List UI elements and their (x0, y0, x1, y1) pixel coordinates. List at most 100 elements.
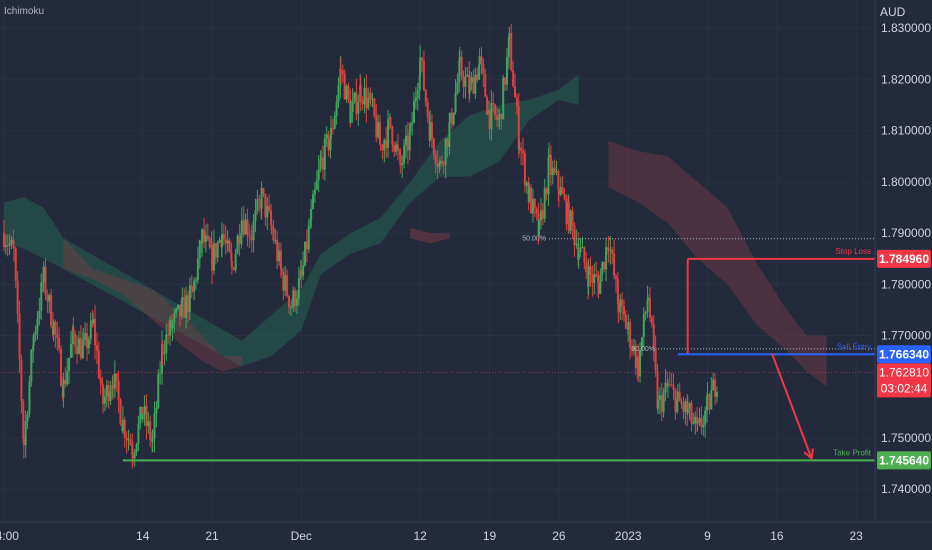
candle-body (694, 416, 697, 423)
candle-body (188, 285, 191, 312)
candle-body (212, 243, 215, 271)
price-tick-label: 1.750000 (881, 431, 931, 445)
candle-body (614, 275, 617, 279)
candle-body (248, 235, 251, 237)
candle-body (401, 163, 404, 166)
candle-body (426, 102, 429, 118)
candle-body (494, 104, 497, 115)
candle-body (121, 419, 124, 432)
candle-body (66, 370, 69, 385)
time-tick-label: 26 (552, 529, 566, 543)
candle-body (226, 240, 229, 244)
candle-body (432, 139, 435, 155)
candle-body (224, 239, 227, 244)
candle-body (547, 154, 550, 158)
candle-body (307, 226, 310, 250)
candle-body (522, 151, 525, 154)
candle-body (589, 266, 592, 276)
candle-body (320, 157, 323, 160)
candle-body (539, 210, 542, 221)
candle-body (462, 76, 465, 87)
candle-body (95, 345, 98, 351)
candle-body (551, 167, 554, 176)
candle-body (577, 252, 580, 260)
time-axis[interactable]: 14:00 14 21 Dec 12 19 26 2023 9 16 23 (0, 529, 863, 543)
candle-body (123, 419, 126, 438)
candle-body (474, 74, 477, 94)
candle-body (658, 395, 661, 401)
candle-body (40, 282, 43, 311)
candle-body (541, 210, 544, 219)
candle-body (490, 103, 493, 130)
candle-body (74, 333, 77, 347)
candle-body (68, 357, 71, 371)
kumo-red (608, 140, 827, 387)
candle-body (327, 134, 330, 151)
candle-body (185, 295, 188, 318)
candle-body (605, 247, 608, 270)
candle-body (488, 110, 491, 130)
candle-body (218, 239, 221, 243)
candle-body (20, 359, 23, 402)
candle-body (211, 245, 214, 271)
candle-body (676, 391, 679, 399)
candle-body (16, 280, 19, 314)
candle-body (617, 303, 620, 313)
candle-body (706, 394, 709, 396)
current-price-value: 1.762810 (879, 365, 929, 379)
candle-body (498, 114, 501, 118)
candle-body (670, 384, 673, 386)
candle-body (678, 391, 681, 402)
candle-body (460, 56, 463, 77)
candle-body (117, 381, 120, 400)
candle-body (409, 124, 412, 132)
candle-body (42, 266, 45, 282)
candle-body (375, 116, 378, 138)
candle-body (10, 239, 13, 244)
candle-body (404, 135, 407, 145)
candle-body (341, 70, 344, 74)
candle-body (292, 290, 295, 308)
stop-loss-tag (877, 249, 931, 268)
candle-body (371, 99, 374, 101)
candle-body (411, 122, 414, 125)
candle-body (508, 33, 511, 38)
candle-body (272, 226, 275, 240)
plot-background (0, 0, 875, 522)
candle-body (468, 82, 471, 94)
candle-body (500, 114, 503, 120)
candle-body (347, 85, 350, 100)
candle-body (141, 407, 144, 420)
candle-body (624, 314, 627, 329)
candle-body (395, 144, 398, 152)
candle-body (702, 424, 705, 428)
candle-body (32, 335, 35, 346)
price-axis[interactable]: 1.830000 1.820000 1.810000 1.800000 1.790000… (881, 21, 931, 496)
candle-body (222, 233, 225, 240)
candle-body (672, 385, 675, 390)
candle-body (458, 60, 461, 83)
candle-body (171, 322, 174, 329)
candle-body (632, 345, 635, 351)
candle-body (656, 370, 659, 409)
time-axis-background (0, 522, 932, 550)
candle-body (147, 421, 150, 426)
candle-body (510, 33, 513, 71)
candle-body (399, 154, 402, 166)
indicator-label[interactable]: Ichimoku (4, 6, 45, 17)
time-tick-label: 2023 (615, 529, 642, 543)
candle-body (595, 274, 598, 277)
candle-body (99, 377, 102, 384)
kumo-red (410, 227, 450, 244)
candle-body (252, 221, 255, 241)
take-profit-label: Take Profit (833, 448, 872, 457)
candle-body (416, 90, 419, 98)
candle-body (513, 86, 516, 98)
candle-body (528, 187, 531, 202)
candle-body (637, 357, 640, 377)
candle-body (421, 57, 424, 61)
candle-body (220, 233, 223, 248)
candle-body (180, 299, 183, 317)
candle-body (381, 144, 384, 151)
